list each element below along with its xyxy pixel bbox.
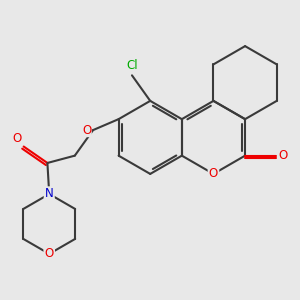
Text: O: O [45, 248, 54, 260]
Text: Cl: Cl [126, 59, 138, 72]
Text: N: N [45, 188, 54, 200]
Text: O: O [278, 149, 287, 162]
Text: O: O [82, 124, 91, 136]
Text: O: O [209, 167, 218, 180]
Text: O: O [13, 132, 22, 145]
